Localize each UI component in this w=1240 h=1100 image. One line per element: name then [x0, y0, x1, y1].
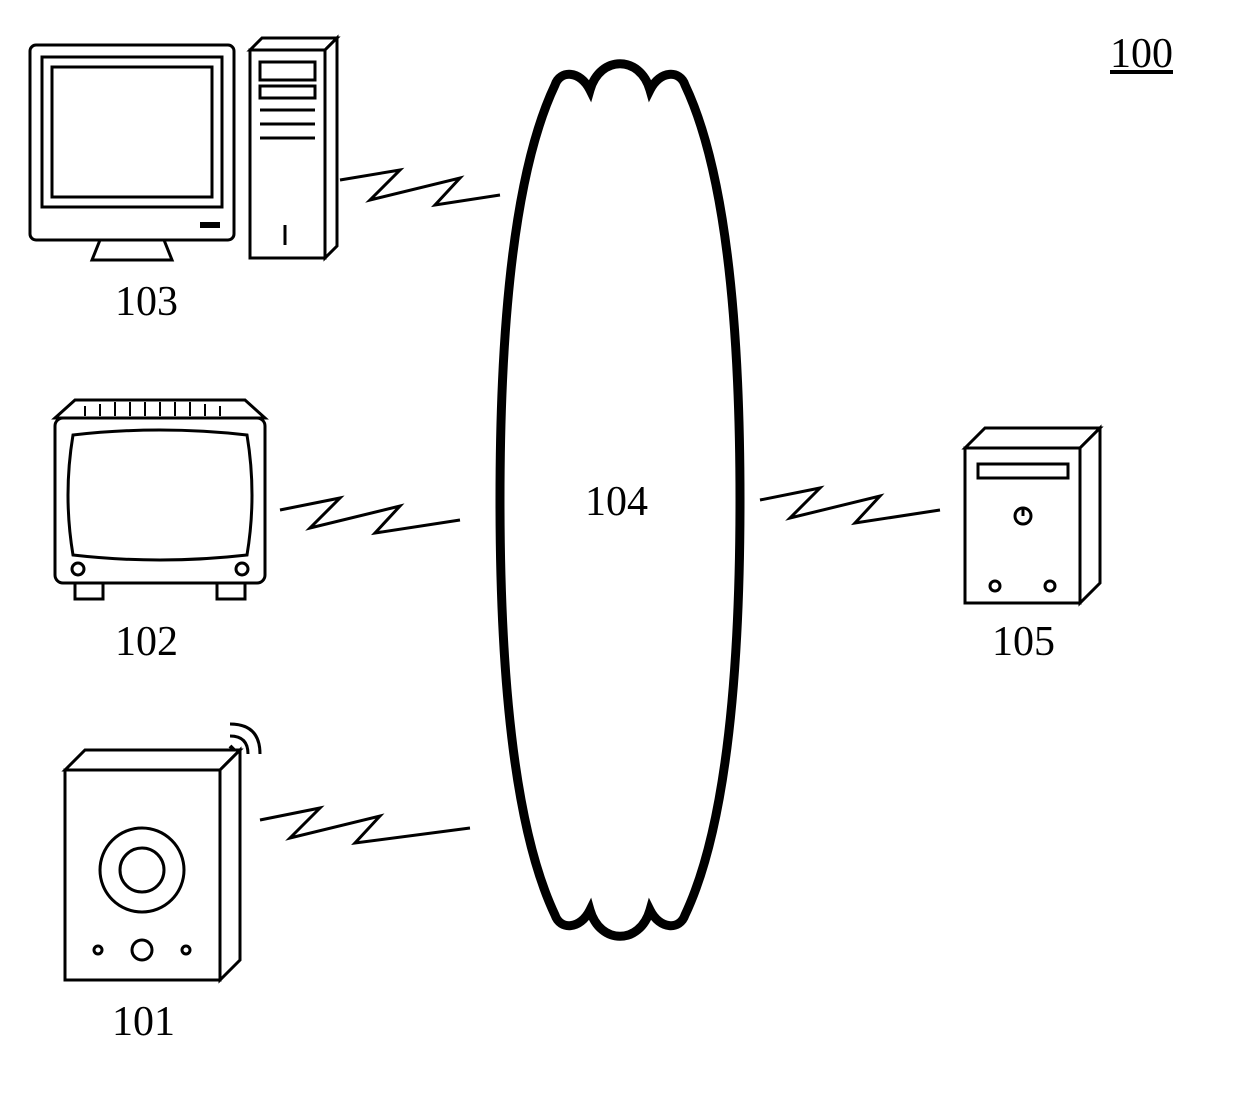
desktop-icon — [30, 38, 337, 260]
server-icon — [965, 428, 1100, 603]
connection-cloud-server — [760, 488, 940, 523]
connection-tv-cloud — [280, 498, 460, 533]
tv-label: 102 — [115, 618, 178, 666]
speaker-label: 101 — [112, 998, 175, 1046]
desktop-label: 103 — [115, 278, 178, 326]
figure-id-label: 100 — [1110, 30, 1173, 78]
connection-desktop-cloud — [340, 170, 500, 205]
diagram-svg — [0, 0, 1240, 1100]
speaker-icon — [65, 724, 260, 980]
diagram-canvas: 100 103 102 101 104 105 — [0, 0, 1240, 1100]
cloud-label: 104 — [585, 478, 648, 526]
connection-speaker-cloud — [260, 808, 470, 843]
tv-icon — [55, 400, 265, 599]
server-label: 105 — [992, 618, 1055, 666]
